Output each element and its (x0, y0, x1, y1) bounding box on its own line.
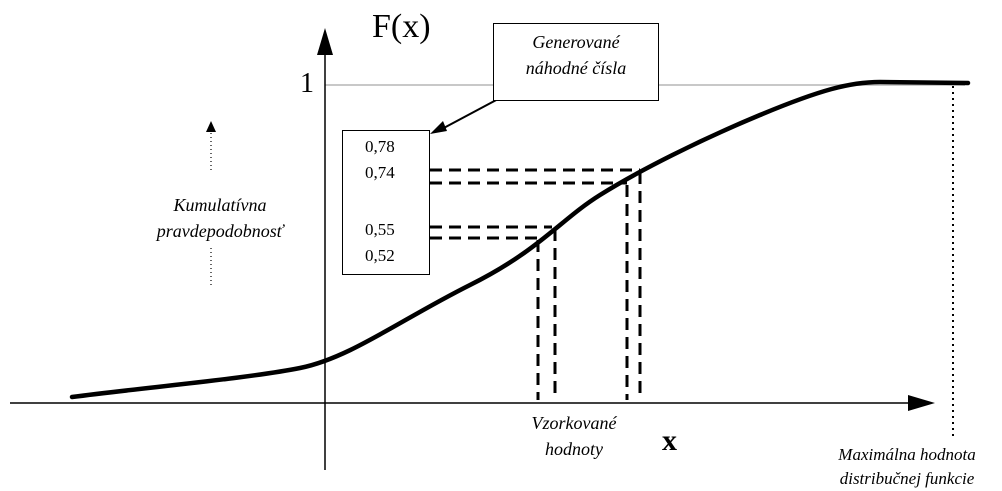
pointer-arrowhead (430, 121, 447, 134)
number-item: 0,74 (365, 163, 395, 182)
y-axis-label: F(x) (372, 8, 431, 45)
cdf-curve (69, 79, 971, 400)
generated-box-line1: Generované (532, 32, 620, 52)
generated-numbers-box: Generované náhodné čísla (493, 23, 659, 101)
dashed-guides-lower (430, 225, 557, 400)
cdf-diagram: F(x) 1 x Generované náhodné čísla 0,78 0… (10, 8, 976, 488)
diagram-canvas (10, 28, 971, 470)
x-axis-label: x (662, 424, 677, 457)
max-value-label: Maximálna hodnota distribučnej funkcie (812, 443, 1002, 491)
max-label-line2: distribučnej funkcie (839, 469, 975, 488)
max-label-line1: Maximálna hodnota (838, 445, 976, 464)
number-item: 0,52 (365, 246, 395, 265)
sampled-label-line2: hodnoty (545, 439, 603, 459)
number-item: 0,78 (365, 137, 395, 156)
number-item: 0,55 (365, 220, 395, 239)
cumulative-arrowhead (206, 121, 216, 132)
pointer-line (439, 97, 501, 131)
sampled-label-line1: Vzorkované (531, 413, 617, 433)
cumulative-label-line2: pravdepodobnosť (156, 221, 284, 241)
numbers-box: 0,78 0,74 0,55 0,52 (342, 130, 430, 275)
cumulative-probability-label: Kumulatívna pravdepodobnosť (125, 192, 315, 244)
y-max-tick-label: 1 (300, 68, 314, 99)
y-axis-arrow (317, 28, 333, 55)
dashed-guides-upper (430, 168, 642, 400)
sampled-values-label: Vzorkované hodnoty (512, 410, 636, 462)
generated-box-line2: náhodné čísla (525, 58, 627, 78)
x-axis-arrow (908, 395, 935, 411)
cumulative-label-line1: Kumulatívna (173, 195, 267, 215)
